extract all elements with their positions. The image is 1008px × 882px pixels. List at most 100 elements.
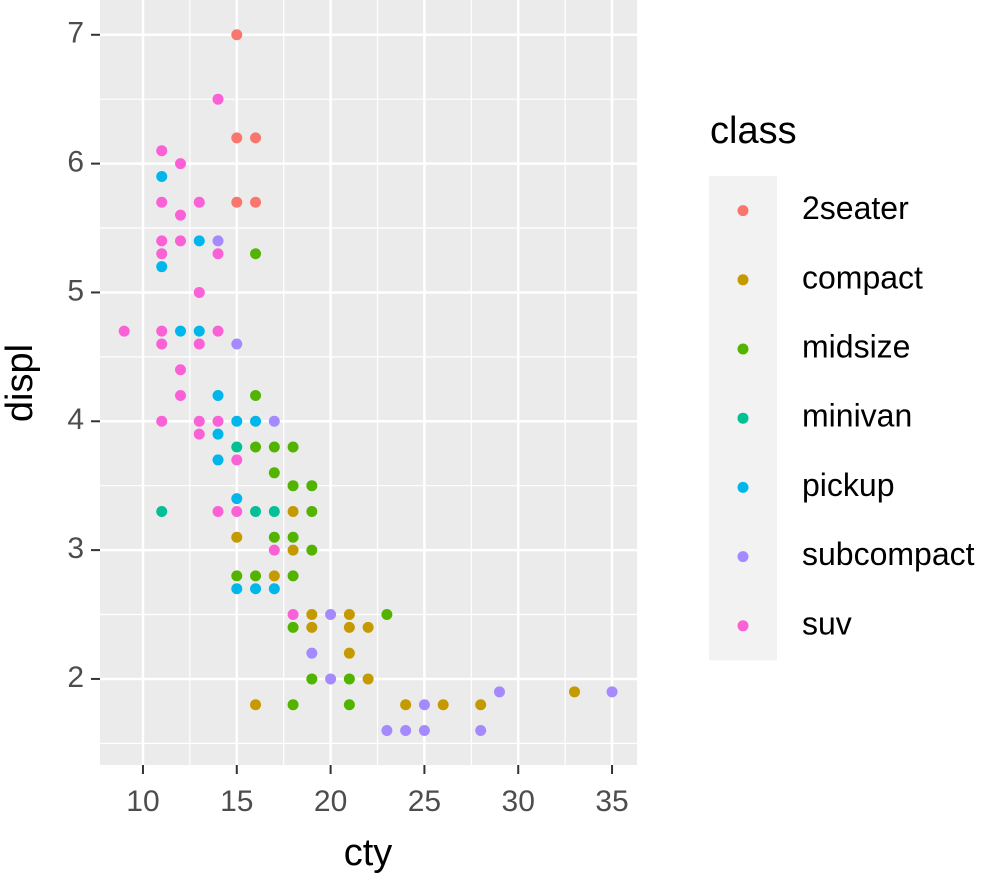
x-tick-label: 15: [220, 785, 253, 818]
point: [193, 235, 205, 247]
point: [156, 145, 168, 157]
legend-label: compact: [802, 259, 923, 295]
point: [325, 673, 337, 685]
point: [343, 621, 355, 633]
y-tick-label: 7: [67, 17, 84, 50]
point: [118, 325, 130, 337]
y-tick-label: 3: [67, 532, 84, 565]
point: [306, 480, 318, 492]
x-tick-label: 30: [502, 785, 535, 818]
point: [418, 699, 430, 711]
point: [250, 583, 262, 595]
legend-label: suv: [802, 605, 852, 641]
legend-key: [737, 551, 749, 563]
point: [250, 248, 262, 260]
point: [306, 647, 318, 659]
point: [174, 209, 186, 221]
point: [362, 673, 374, 685]
point: [268, 531, 280, 543]
point: [268, 441, 280, 453]
point: [268, 544, 280, 556]
legend-label: pickup: [802, 467, 895, 503]
point: [400, 724, 412, 736]
point: [174, 364, 186, 376]
y-axis-title: displ: [0, 344, 41, 422]
panel: [100, 0, 637, 765]
y-tick-label: 2: [67, 661, 84, 694]
point: [475, 724, 487, 736]
point: [287, 441, 299, 453]
point: [287, 621, 299, 633]
point: [306, 609, 318, 621]
point: [231, 505, 243, 517]
x-tick-label: 35: [595, 785, 628, 818]
point: [381, 609, 393, 621]
point: [569, 686, 581, 698]
legend-key: [737, 274, 749, 286]
point: [343, 609, 355, 621]
point: [306, 505, 318, 517]
point: [268, 467, 280, 479]
point: [306, 673, 318, 685]
legend-key: [737, 412, 749, 424]
point: [437, 699, 449, 711]
point: [212, 505, 224, 517]
point: [343, 699, 355, 711]
point: [156, 261, 168, 273]
point: [156, 170, 168, 182]
point: [231, 570, 243, 582]
point: [174, 235, 186, 247]
legend-label: subcompact: [802, 536, 975, 572]
point: [400, 699, 412, 711]
point: [362, 621, 374, 633]
point: [325, 609, 337, 621]
point: [212, 235, 224, 247]
point: [287, 531, 299, 543]
point: [250, 196, 262, 208]
point: [231, 493, 243, 505]
point: [268, 415, 280, 427]
point: [231, 338, 243, 350]
legend-key: [737, 205, 749, 217]
point: [231, 441, 243, 453]
point: [250, 505, 262, 517]
point: [343, 647, 355, 659]
legend-key: [737, 620, 749, 632]
point: [381, 724, 393, 736]
point: [193, 325, 205, 337]
point: [231, 415, 243, 427]
point: [193, 415, 205, 427]
y-tick-label: 5: [67, 274, 84, 307]
point: [156, 415, 168, 427]
point: [250, 415, 262, 427]
point: [212, 428, 224, 440]
point: [231, 454, 243, 466]
point: [156, 235, 168, 247]
point: [306, 621, 318, 633]
point: [212, 415, 224, 427]
point: [231, 132, 243, 144]
point: [268, 570, 280, 582]
point: [231, 583, 243, 595]
point: [193, 286, 205, 298]
point: [250, 132, 262, 144]
point: [268, 583, 280, 595]
point: [156, 196, 168, 208]
point: [287, 609, 299, 621]
point: [606, 686, 618, 698]
y-tick-label: 6: [67, 146, 84, 179]
point: [250, 570, 262, 582]
point: [193, 428, 205, 440]
point: [156, 505, 168, 517]
point: [287, 544, 299, 556]
point: [156, 338, 168, 350]
point: [212, 390, 224, 402]
point: [174, 325, 186, 337]
y-tick-label: 4: [67, 403, 84, 436]
point: [250, 699, 262, 711]
point: [287, 699, 299, 711]
point: [418, 724, 430, 736]
point: [156, 325, 168, 337]
point: [343, 673, 355, 685]
